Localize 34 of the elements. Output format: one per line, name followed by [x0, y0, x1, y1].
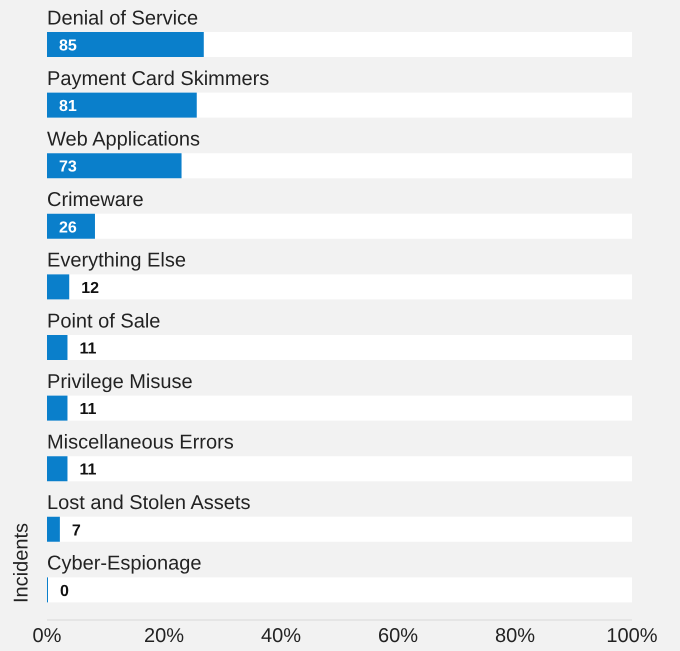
annotation: 26 [59, 219, 77, 236]
bar [47, 274, 70, 300]
bar [47, 456, 68, 482]
annotation: 0 [60, 582, 69, 600]
y-axis-title: Incidents [10, 522, 34, 604]
bar [47, 396, 68, 421]
x-tick-label: 40% [260, 625, 302, 648]
y-tick-label: Payment Card Skimmers [47, 68, 270, 90]
annotation: 81 [59, 98, 77, 116]
y-tick-label: Cyber-Espionage [47, 552, 202, 575]
annotation: 12 [81, 280, 100, 297]
annotation: 11 [79, 462, 96, 479]
y-tick-label: Everything Else [47, 250, 186, 272]
x-tick-label: 0% [32, 625, 62, 648]
y-tick-label: Denial of Service [47, 7, 198, 30]
y-tick-label: Privilege Misuse [47, 370, 193, 393]
y-tick-label: Lost and Stolen Assets [47, 492, 250, 514]
x-tick-label: 60% [378, 625, 418, 648]
annotation: 85 [59, 38, 77, 54]
annotation: 11 [79, 340, 96, 358]
y-tick-label: Crimeware [47, 189, 144, 212]
bar [47, 214, 95, 239]
x-tick-label: 80% [494, 625, 536, 648]
y-tick-label: Miscellaneous Errors [47, 432, 234, 454]
x-tick-label: 20% [144, 625, 184, 648]
bar [47, 335, 68, 360]
y-tick-label: Web Applications [47, 128, 200, 150]
x-tick-label: 100% [606, 625, 658, 648]
bar [47, 153, 182, 178]
bar [47, 516, 60, 542]
y-tick-label: Point of Sale [47, 310, 160, 332]
annotation: 73 [59, 158, 77, 176]
annotation: 7 [72, 522, 81, 540]
annotation: 11 [79, 401, 96, 418]
